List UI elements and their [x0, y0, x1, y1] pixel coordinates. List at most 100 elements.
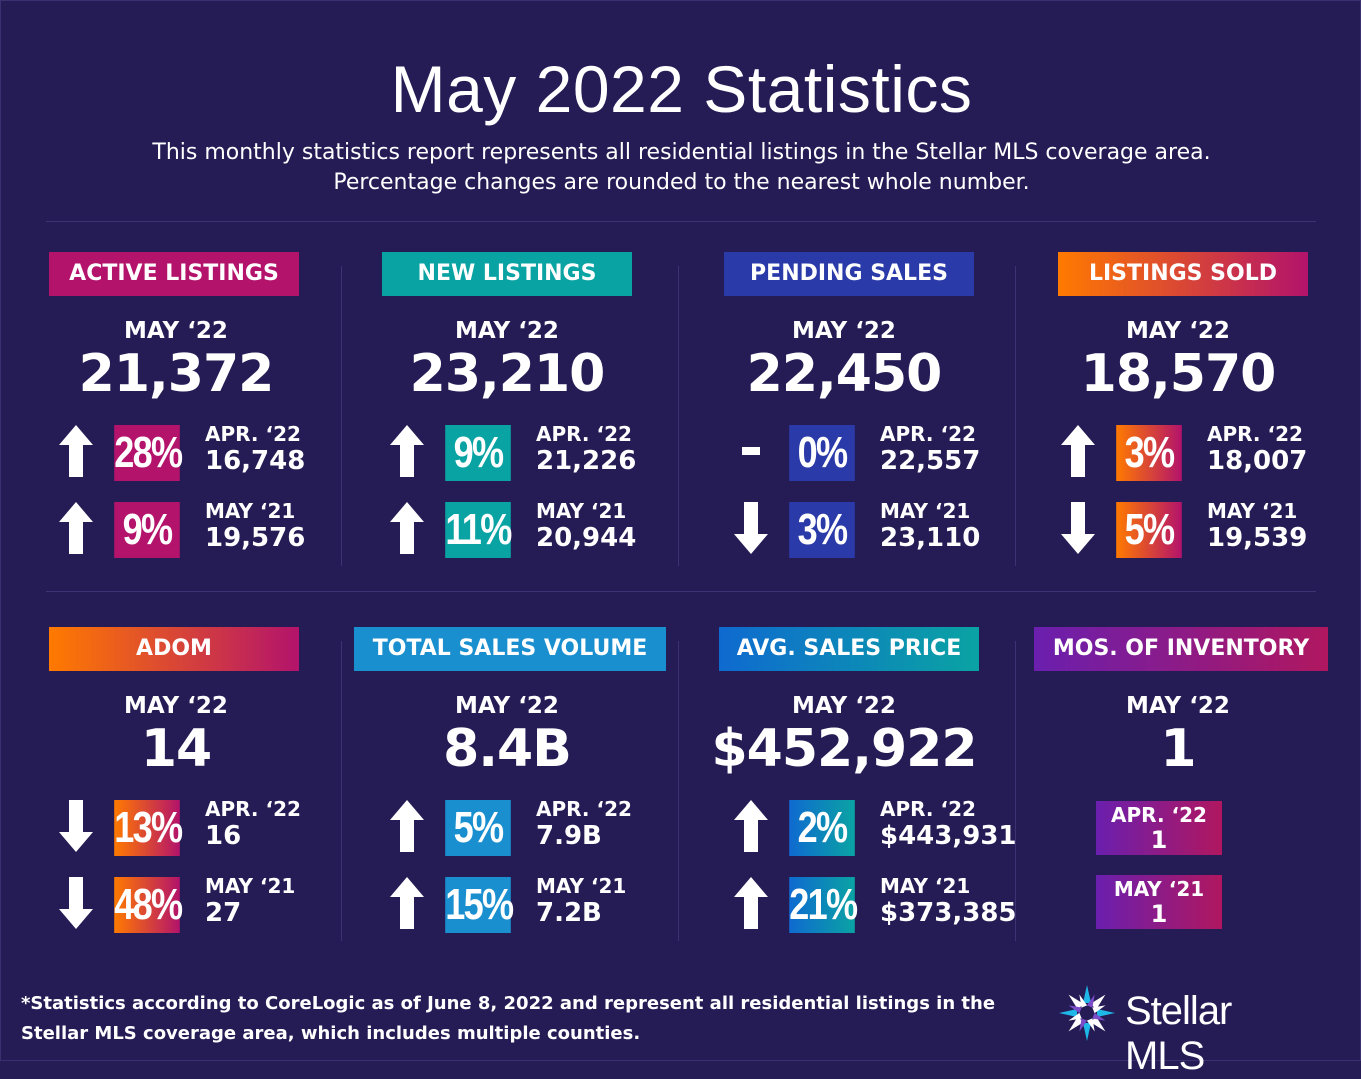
arrow-up-icon [59, 502, 93, 554]
percent-change-badge: 2% [789, 800, 855, 856]
main-value: 14 [140, 719, 212, 779]
comparison-row: 5% MAY ‘21 19,539 [1061, 499, 1341, 562]
comparison-label: MAY ‘21 [1113, 877, 1205, 901]
percent-change-badge: 13% [114, 800, 183, 856]
comparison-value: 1 [1150, 826, 1168, 854]
main-value: 23,210 [409, 344, 606, 404]
comparison-value: 19,576 [205, 523, 306, 553]
comparison-value: 21,226 [536, 446, 637, 476]
comparison-text: APR. ‘22 7.9B [536, 797, 632, 851]
comparison-label: MAY ‘21 [880, 499, 971, 523]
period-label: MAY ‘22 [792, 693, 896, 719]
comparison-label: MAY ‘21 [1207, 499, 1298, 523]
comparison-text: MAY ‘21 19,576 [205, 499, 305, 553]
comparison-text: APR. ‘22 22,557 [880, 422, 980, 476]
main-value: 1 [1160, 719, 1196, 779]
comparison-text: APR. ‘22 21,226 [536, 422, 636, 476]
comparison-label: APR. ‘22 [880, 422, 976, 446]
comparison-row: 5% APR. ‘22 7.9B [390, 797, 670, 860]
comparison-text: APR. ‘22 $443,931 [880, 797, 1017, 851]
comparison-label: MAY ‘21 [536, 499, 627, 523]
comparison-value: 18,007 [1207, 446, 1308, 476]
arrow-up-icon [734, 877, 768, 929]
comparison-value: 19,539 [1207, 523, 1308, 553]
comparison-value: 23,110 [880, 523, 981, 553]
period-label: MAY ‘22 [455, 693, 559, 719]
comparison-row: 3% APR. ‘22 18,007 [1061, 422, 1341, 485]
arrow-down-icon [59, 800, 93, 852]
divider-vertical [678, 266, 679, 566]
comparison-label: APR. ‘22 [205, 797, 301, 821]
stat-panel: NEW LISTINGS MAY ‘22 23,210 9% APR. ‘22 21,22… [342, 252, 672, 572]
logo-text: Stellar MLS [1125, 989, 1232, 1078]
stat-label-tag: PENDING SALES [724, 252, 974, 296]
period-label: MAY ‘22 [1126, 318, 1230, 344]
comparison-label: APR. ‘22 [205, 422, 301, 446]
stat-panel: MOS. OF INVENTORY MAY ‘22 1 APR. ‘22 1 MAY ‘2… [1013, 627, 1343, 947]
stat-panel: LISTINGS SOLD MAY ‘22 18,570 3% APR. ‘22 18,0… [1013, 252, 1343, 572]
comparison-text: APR. ‘22 16,748 [205, 422, 305, 476]
period-label: MAY ‘22 [1126, 693, 1230, 719]
comparison-value: 27 [205, 898, 242, 928]
arrow-up-icon [390, 877, 424, 929]
comparison-row: 48% MAY ‘21 27 [59, 874, 339, 937]
stat-label-tag: LISTINGS SOLD [1058, 252, 1308, 296]
subtitle-line-1: This monthly statistics report represent… [152, 140, 1211, 165]
stat-label-tag: NEW LISTINGS [382, 252, 632, 296]
comparison-value: 7.2B [536, 898, 602, 928]
stat-panel: AVG. SALES PRICE MAY ‘22 $452,922 2% APR. ‘2… [679, 627, 1017, 947]
comparison-text: MAY ‘21 19,539 [1207, 499, 1307, 553]
stat-panel: TOTAL SALES VOLUME MAY ‘22 8.4B 5% APR. ‘22 7… [342, 627, 672, 947]
percent-change-badge: 5% [1116, 502, 1182, 558]
footnote-line-1: *Statistics according to CoreLogic as of… [21, 993, 996, 1014]
main-value: 21,372 [78, 344, 275, 404]
comparison-label: MAY ‘21 [205, 499, 296, 523]
arrow-down-icon [1061, 502, 1095, 554]
divider-vertical [341, 641, 342, 941]
arrow-up-icon [734, 800, 768, 852]
page-title: May 2022 Statistics [390, 52, 973, 126]
comparison-text: APR. ‘22 16 [205, 797, 301, 851]
comparison-row: 9% APR. ‘22 21,226 [390, 422, 670, 485]
main-value: 18,570 [1080, 344, 1277, 404]
comparison-row: 3% MAY ‘21 23,110 [734, 499, 1014, 562]
stat-label-tag: ACTIVE LISTINGS [49, 252, 299, 296]
percent-change-badge: 3% [789, 502, 855, 558]
stat-panel: ACTIVE LISTINGS MAY ‘22 21,372 28% APR. ‘22 1… [11, 252, 341, 572]
divider-top [46, 221, 1316, 222]
dash-icon [742, 447, 760, 455]
stat-label-tag: AVG. SALES PRICE [719, 627, 979, 671]
comparison-text: MAY ‘21 7.2B [536, 874, 626, 928]
comparison-value: $443,931 [880, 821, 1017, 851]
comparison-value: 1 [1150, 900, 1168, 928]
stat-label-tag: MOS. OF INVENTORY [1034, 627, 1328, 671]
comparison-value: 20,944 [536, 523, 637, 553]
divider-middle [46, 591, 1316, 592]
stat-label-tag: ADOM [49, 627, 299, 671]
comparison-row: 0% APR. ‘22 22,557 [734, 422, 1014, 485]
comparison-row: 9% MAY ‘21 19,576 [59, 499, 339, 562]
comparison-box: MAY ‘21 1 [1096, 875, 1222, 929]
percent-change-badge: 5% [445, 800, 511, 856]
divider-vertical [1015, 641, 1016, 941]
comparison-value: 22,557 [880, 446, 981, 476]
comparison-row: 11% MAY ‘21 20,944 [390, 499, 670, 562]
percent-change-badge: 48% [114, 877, 183, 933]
main-value: 22,450 [746, 344, 943, 404]
comparison-value: 7.9B [536, 821, 602, 851]
percent-change-badge: 9% [445, 425, 511, 481]
main-value: 8.4B [443, 719, 572, 779]
stat-panel: PENDING SALES MAY ‘22 22,450 0% APR. ‘22 22,5… [679, 252, 1009, 572]
comparison-row: 13% APR. ‘22 16 [59, 797, 339, 860]
footnote-line-2: Stellar MLS coverage area, which include… [21, 1023, 641, 1044]
arrow-up-icon [390, 425, 424, 477]
main-value: $452,922 [711, 719, 977, 779]
period-label: MAY ‘22 [124, 693, 228, 719]
subtitle-line-2: Percentage changes are rounded to the ne… [333, 170, 1030, 195]
percent-change-badge: 11% [445, 502, 512, 558]
footnote: *Statistics according to CoreLogic as of… [21, 989, 1031, 1049]
percent-change-badge: 15% [445, 877, 514, 933]
percent-change-badge: 9% [114, 502, 180, 558]
arrow-down-icon [59, 877, 93, 929]
